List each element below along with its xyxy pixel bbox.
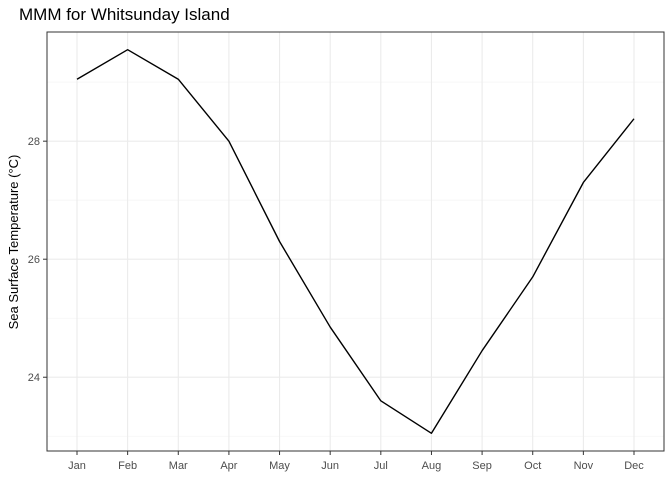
y-tick-label: 26 bbox=[28, 254, 40, 266]
x-tick-label: Oct bbox=[524, 460, 541, 472]
x-tick-label: Jan bbox=[68, 460, 86, 472]
x-tick-label: Dec bbox=[624, 460, 644, 472]
x-tick-label: Jul bbox=[374, 460, 388, 472]
x-tick-label: Apr bbox=[220, 460, 237, 472]
y-tick-label: 24 bbox=[28, 372, 40, 384]
series-line bbox=[76, 49, 635, 434]
x-tick-label: Aug bbox=[422, 460, 442, 472]
x-tick-label: Feb bbox=[118, 460, 137, 472]
x-tick-label: Mar bbox=[169, 460, 188, 472]
grid bbox=[47, 32, 664, 451]
panel-border bbox=[46, 31, 665, 452]
chart-title: MMM for Whitsunday Island bbox=[19, 5, 230, 24]
series-layer bbox=[76, 49, 635, 434]
axes: 24 26 28 Jan Feb Mar Apr May Jun Jul Aug Sep Oct Nov D… bbox=[28, 136, 645, 472]
y-axis-label: Sea Surface Temperature (°C) bbox=[6, 155, 21, 330]
y-tick-label: 28 bbox=[28, 136, 40, 148]
x-tick-label: May bbox=[269, 460, 290, 472]
x-tick-label: Sep bbox=[472, 460, 492, 472]
x-tick-label: Jun bbox=[321, 460, 339, 472]
x-tick-label: Nov bbox=[574, 460, 594, 472]
